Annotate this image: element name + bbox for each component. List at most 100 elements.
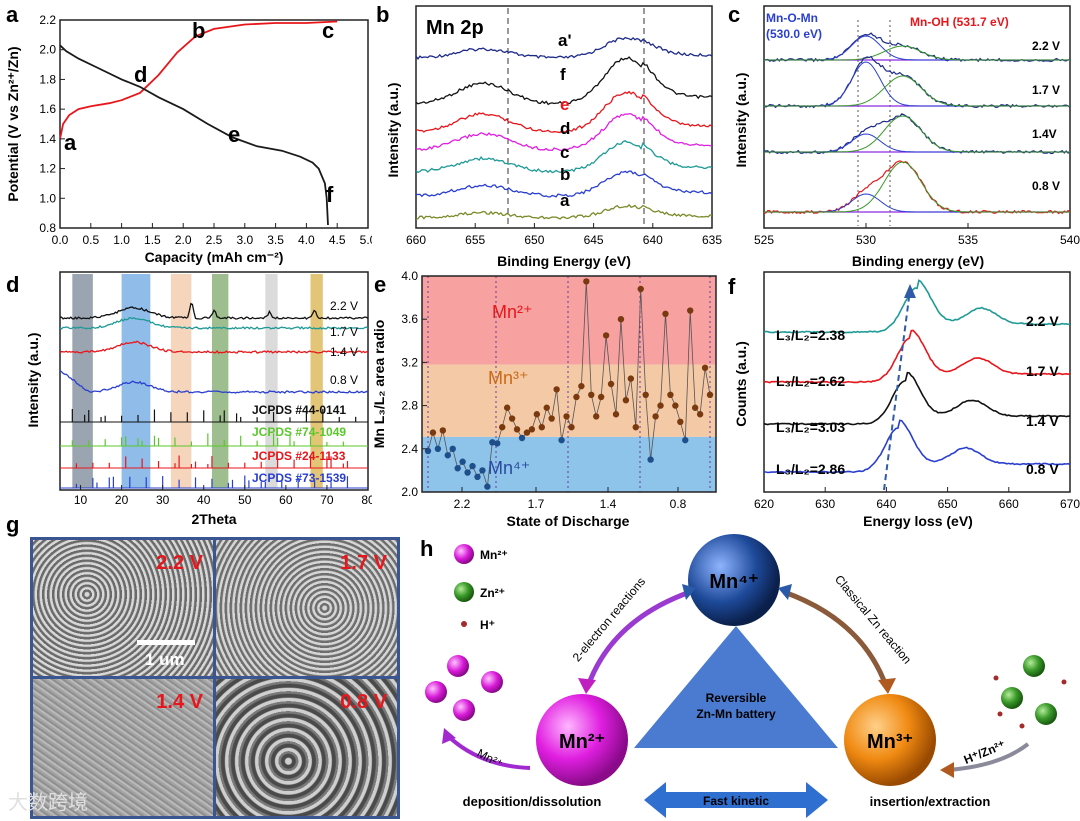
data-point xyxy=(637,285,644,293)
series-f xyxy=(415,56,713,106)
sem-label-14v: 1.4 V xyxy=(156,691,203,713)
label-deposition: deposition/dissolution xyxy=(463,794,602,809)
x-axis-label: 2Theta xyxy=(191,511,236,527)
mn2-ion xyxy=(425,681,447,703)
label-mn2-side: Mn²⁺ xyxy=(475,746,505,771)
highlight-band xyxy=(121,274,151,488)
arrow-classical-zn xyxy=(783,589,889,687)
y-tick-label: 0.8 xyxy=(39,221,56,235)
x-tick-label: 60 xyxy=(279,493,293,507)
y-tick-label: 3.6 xyxy=(401,312,418,326)
axes-box xyxy=(421,275,717,493)
series-1.4 V xyxy=(763,371,1071,426)
y-tick-label: 2.0 xyxy=(39,43,56,57)
y-tick-label: 1.2 xyxy=(39,162,56,176)
series-label-22: 2.2 V xyxy=(330,299,358,313)
data-point xyxy=(701,364,709,371)
x-tick-label: 620 xyxy=(754,497,774,511)
data-point xyxy=(696,411,704,418)
x-tick-label: 2.2 xyxy=(454,497,471,511)
spectrum xyxy=(763,160,1071,215)
data-point xyxy=(513,426,521,433)
sem-image-22v: 2.2 V 1 um xyxy=(33,540,213,676)
series-label-c: c xyxy=(560,143,569,162)
annotation-e: e xyxy=(228,122,240,147)
series-label-08: 0.8 V xyxy=(330,373,358,387)
data-point xyxy=(657,402,664,409)
panel-h-diagram: h Mn²⁺ Zn²⁺ H⁺ Reversible Zn-Mn battery … xyxy=(420,534,1067,818)
x-tick-label: 4.5 xyxy=(329,233,346,247)
x-tick-label: 70 xyxy=(320,493,334,507)
y-tick-label: 1.8 xyxy=(39,72,56,86)
x-tick-label: 540 xyxy=(1060,233,1080,247)
band-Mn⁴⁺ xyxy=(422,436,716,492)
series-e xyxy=(416,90,713,134)
voltage-label-17: 1.7 V xyxy=(1032,83,1060,97)
panel-a-chart: 0.0 0.5 1.0 1.5 2.0 2.5 3.0 3.5 4.0 4.5 5.0 0.8 1.0 1… xyxy=(5,2,372,265)
annotation-b: b xyxy=(192,18,205,43)
panel-f-chart: 2.0 2.4 2.8 3.2 3.6 4.0 2.2 1.7 1.4 0.8 e State o… xyxy=(372,269,717,529)
data-point xyxy=(652,413,659,420)
data-point xyxy=(543,404,550,411)
spectrum xyxy=(763,113,1071,155)
data-point xyxy=(538,424,545,431)
panel-c-chart: 525 530 535 540 c Mn-O-Mn (530.0 eV) Mn-OH … xyxy=(728,2,1080,269)
node-mn2 xyxy=(536,694,628,786)
voltage-label-14: 1.4V xyxy=(1032,127,1057,141)
x-tick-label: 4.0 xyxy=(298,233,315,247)
data-point xyxy=(503,404,511,411)
data-point xyxy=(494,440,501,447)
series-d xyxy=(415,113,713,152)
y-axis-label: Counts (a.u.) xyxy=(733,341,749,427)
ref-label-1: JCPDS #44-0141 xyxy=(252,403,346,417)
zn2-ion xyxy=(1023,655,1045,677)
annotation-f: f xyxy=(326,182,334,207)
axes-box xyxy=(59,19,369,229)
data-point xyxy=(523,429,531,436)
x-tick-label: 0.8 xyxy=(670,497,687,511)
y-axis-label: Intensity (a.u.) xyxy=(25,333,41,428)
peak-shift-arrow xyxy=(883,289,911,491)
y-tick-label: 1.4 xyxy=(39,132,56,146)
panel-letter-b: b xyxy=(376,2,389,27)
band-label-mn2: Mn²⁺ xyxy=(492,302,533,322)
data-point xyxy=(662,310,669,317)
arrow-insertion xyxy=(947,742,1030,772)
peak-shift-arrow-head xyxy=(904,284,916,298)
data-point xyxy=(687,307,694,314)
ratio-label-17: L₃/L₂=2.62 xyxy=(776,373,845,389)
x-tick-label: 535 xyxy=(958,233,978,247)
x-tick-label: 40 xyxy=(197,493,211,507)
series-label-e: e xyxy=(560,95,569,114)
voltage-label-08: 0.8 V xyxy=(1032,179,1060,193)
h-ion xyxy=(997,711,1003,717)
axes-box xyxy=(59,271,369,491)
h-ion xyxy=(993,675,999,681)
ref-label-3: JCPDS #24-1133 xyxy=(252,449,346,463)
x-tick-label: 0.5 xyxy=(82,233,99,247)
y-tick-label: 2.4 xyxy=(401,442,418,456)
sem-label-08v: 0.8 V xyxy=(340,691,387,713)
annotation-c: c xyxy=(322,18,334,43)
scale-bar xyxy=(137,640,195,645)
y-tick-label: 2.8 xyxy=(401,399,418,413)
series-label-b: b xyxy=(560,165,570,184)
data-point xyxy=(439,427,447,434)
data-point xyxy=(588,391,595,398)
center-label-1: Reversible xyxy=(706,691,767,705)
y-axis-label: Potential (V vs Zn²⁺/Zn) xyxy=(5,46,21,201)
arrow-insertion-head xyxy=(940,762,954,778)
node-mn3 xyxy=(844,694,936,786)
data-point xyxy=(627,375,635,382)
data-point xyxy=(454,465,461,472)
chart-title: Mn 2p xyxy=(426,17,484,39)
data-point xyxy=(444,452,451,459)
label-fast-kinetic: Fast kinetic xyxy=(703,794,769,808)
x-tick-label: 1.4 xyxy=(600,497,617,511)
node-mn2-label: Mn²⁺ xyxy=(559,731,605,753)
sem-label-17v: 1.7 V xyxy=(340,552,387,574)
data-point xyxy=(573,393,580,401)
ratio-label-22: L₃/L₂=2.38 xyxy=(776,327,845,343)
x-tick-label: 0.0 xyxy=(52,233,69,247)
series-label-d: d xyxy=(560,119,570,138)
